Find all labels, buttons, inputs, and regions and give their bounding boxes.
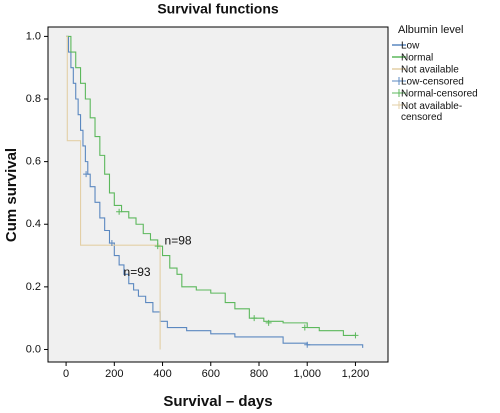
x-tick-label: 1,000	[293, 368, 321, 380]
censor-mark	[154, 243, 161, 250]
legend-label: Normal-censored	[401, 89, 478, 100]
x-tick-label: 200	[105, 368, 123, 380]
y-tick-label: 0.6	[26, 156, 41, 168]
legend-label: Not available-censored	[401, 101, 462, 123]
legend-label: Low-censored	[401, 77, 464, 88]
censor-mark	[83, 171, 90, 178]
x-tick-label: 800	[250, 368, 268, 380]
x-tick-label: 0	[63, 368, 69, 380]
legend-swatch	[392, 89, 406, 97]
censor-mark	[251, 315, 258, 322]
censor-mark	[108, 240, 115, 247]
x-tick-label: 400	[153, 368, 171, 380]
annotation: n=93	[124, 265, 151, 279]
y-tick-label: 0.8	[26, 93, 41, 105]
y-tick-label: 1.0	[26, 30, 41, 42]
legend-swatch	[392, 101, 406, 109]
chart-title: Survival functions	[157, 1, 279, 17]
y-tick-label: 0.0	[26, 343, 41, 355]
survival-line	[66, 35, 364, 348]
legend-label: Not available	[401, 65, 459, 76]
x-axis-label: Survival – days	[163, 393, 272, 410]
y-tick-label: 0.2	[26, 281, 41, 293]
legend-title: Albumin level	[398, 24, 463, 36]
plot-area	[47, 26, 389, 363]
survival-line	[66, 35, 161, 350]
legend-label: Normal	[401, 53, 433, 64]
censor-mark	[301, 324, 308, 331]
censor-mark	[304, 341, 311, 348]
censor-mark	[116, 208, 123, 215]
survival-line	[66, 35, 356, 336]
censor-mark	[265, 319, 272, 326]
legend-swatch	[392, 77, 406, 85]
annotation: n=98	[165, 234, 192, 248]
censor-mark	[352, 332, 359, 339]
y-tick-label: 0.4	[26, 218, 41, 230]
x-tick-label: 1,200	[342, 368, 370, 380]
x-tick-label: 600	[202, 368, 220, 380]
legend-label: Low	[401, 41, 420, 52]
y-axis-label: Cum survival	[3, 148, 20, 242]
